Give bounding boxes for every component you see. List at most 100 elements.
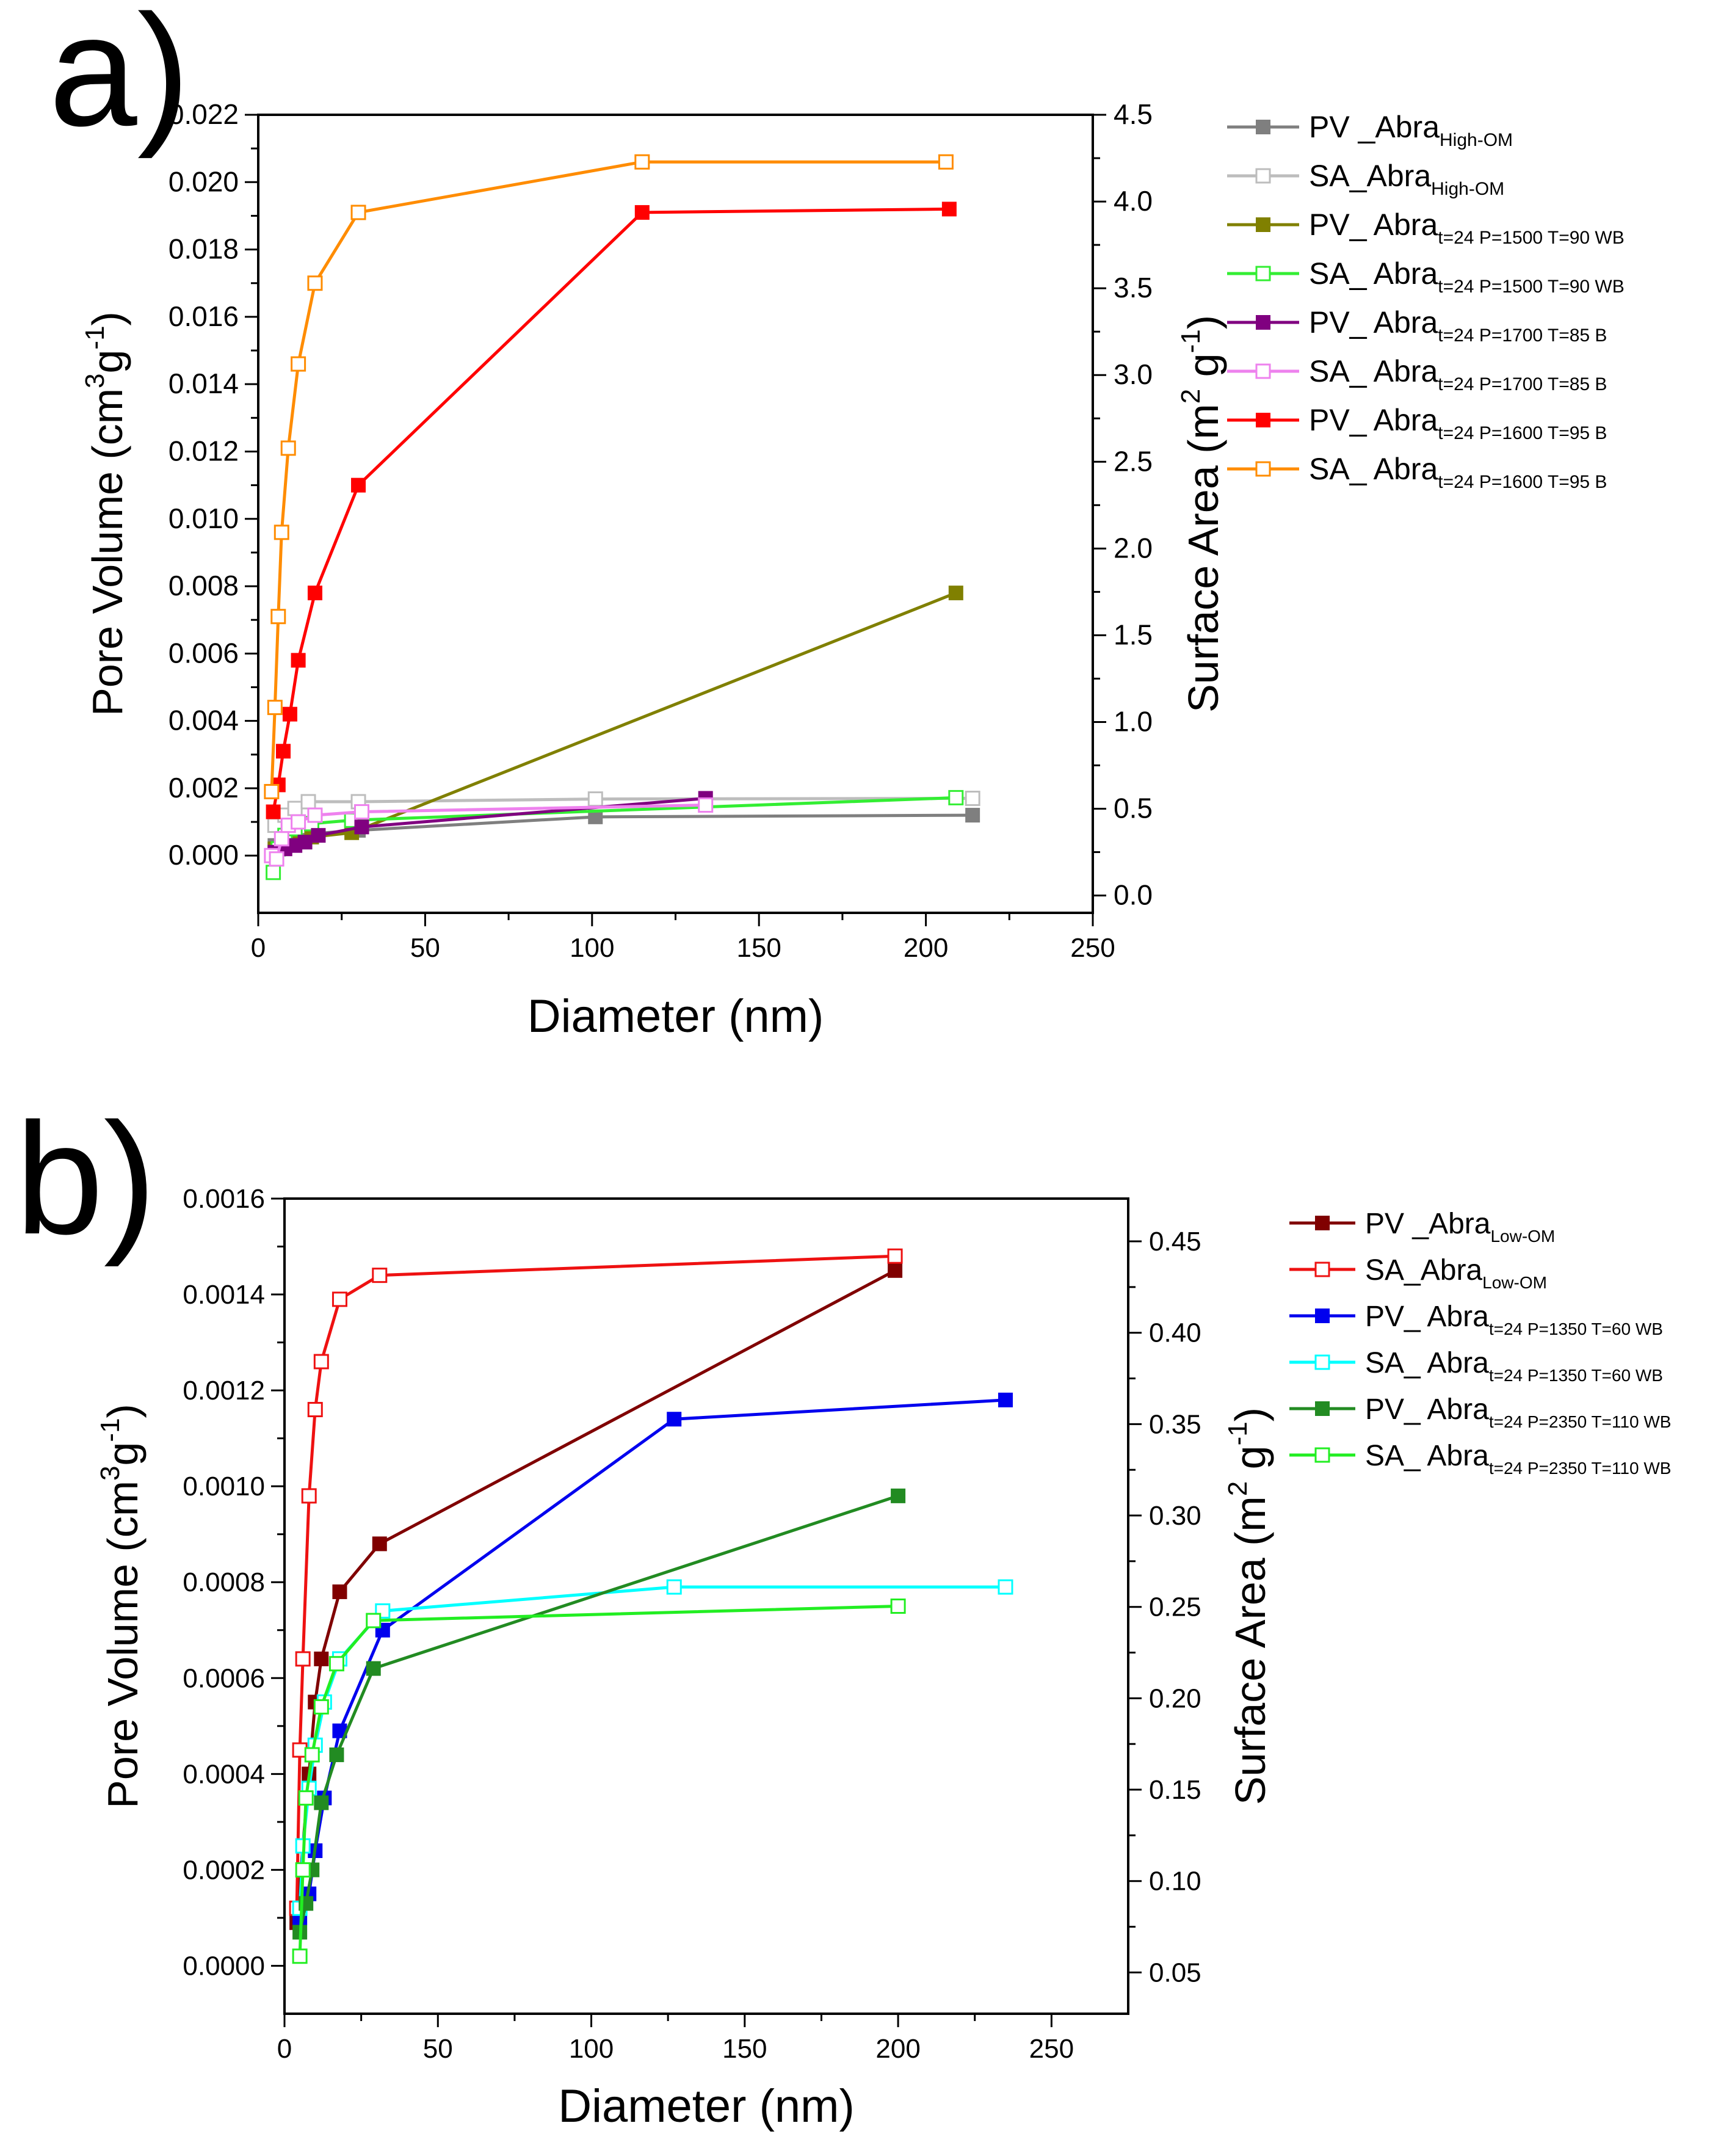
y-left-tick-label: 0.022 xyxy=(168,98,239,130)
y-axis-right-label: Surface Area (m2 g-1) xyxy=(1176,315,1227,713)
data-point xyxy=(266,865,281,880)
legend-item: SA_ Abrat=24 P=1600 T=95 B xyxy=(1227,452,1607,492)
y-left-tick-label: 0.0012 xyxy=(183,1376,265,1406)
data-point xyxy=(634,205,650,220)
data-point xyxy=(941,201,957,217)
legend-marker xyxy=(1256,120,1270,134)
y-left-tick-label: 0.014 xyxy=(168,368,239,399)
y-left-tick-label: 0.010 xyxy=(168,503,239,534)
legend-item: SA_ Abrat=24 P=1500 T=90 WB xyxy=(1227,256,1625,297)
data-point xyxy=(965,790,980,806)
panel-letter: a) xyxy=(49,0,190,160)
legend-item: SA_ Abrat=24 P=2350 T=110 WB xyxy=(1289,1440,1671,1478)
y-right-tick-label: 3.0 xyxy=(1114,358,1153,390)
y-right-tick-label: 1.0 xyxy=(1114,705,1153,737)
y-right-tick-label: 0.40 xyxy=(1149,1318,1201,1348)
legend-item: PV _AbraLow-OM xyxy=(1289,1208,1555,1246)
data-point xyxy=(307,807,323,823)
data-point xyxy=(887,1248,903,1264)
legend-label: SA_ Abrat=24 P=1350 T=60 WB xyxy=(1365,1347,1663,1385)
data-point xyxy=(366,1613,382,1628)
y-left-tick-label: 0.0002 xyxy=(183,1855,265,1885)
data-point xyxy=(332,1291,347,1307)
y-right-tick-label: 3.5 xyxy=(1114,272,1153,303)
x-tick-label: 0 xyxy=(251,933,266,963)
data-point xyxy=(266,804,281,819)
legend-label: SA_AbraLow-OM xyxy=(1365,1254,1547,1292)
y-axis-right-label: Surface Area (m2 g-1) xyxy=(1223,1407,1274,1805)
legend-item: SA_ Abrat=24 P=1350 T=60 WB xyxy=(1289,1347,1663,1385)
y-left-tick-label: 0.012 xyxy=(168,435,239,466)
y-right-tick-label: 2.0 xyxy=(1114,532,1153,564)
data-point xyxy=(276,744,291,759)
data-point xyxy=(298,1790,314,1806)
data-point xyxy=(890,1599,906,1614)
x-tick-label: 150 xyxy=(722,2034,767,2064)
data-point xyxy=(587,791,603,807)
data-point xyxy=(891,1488,906,1503)
y-right-tick-label: 4.0 xyxy=(1114,185,1153,217)
data-point xyxy=(307,275,323,291)
legend-label: SA_AbraHigh-OM xyxy=(1309,159,1504,199)
data-point xyxy=(311,828,326,843)
series-line xyxy=(298,1585,1005,1909)
legend: PV _AbraHigh-OM SA_AbraHigh-OM PV_ Abrat=2… xyxy=(1227,110,1625,492)
data-point xyxy=(297,835,313,850)
data-point xyxy=(998,1579,1013,1595)
legend-marker xyxy=(1315,1216,1330,1230)
y-right-tick-label: 0.25 xyxy=(1149,1592,1201,1622)
data-point xyxy=(667,1412,682,1427)
data-point xyxy=(329,1747,344,1762)
data-point xyxy=(666,1579,682,1595)
series-6 xyxy=(266,201,957,819)
legend-marker xyxy=(1314,1261,1330,1277)
y-right-tick-label: 0.0 xyxy=(1114,879,1153,911)
series-5 xyxy=(264,797,714,867)
legend-marker xyxy=(1256,413,1270,427)
data-point xyxy=(328,1656,344,1672)
data-point xyxy=(354,804,370,820)
series-5 xyxy=(292,1599,906,1964)
legend-label: SA_ Abrat=24 P=2350 T=110 WB xyxy=(1365,1440,1671,1478)
series-line xyxy=(298,1605,899,1956)
series-line xyxy=(272,796,956,873)
legend-item: PV _AbraHigh-OM xyxy=(1227,110,1513,150)
y-axis-left-label: Pore Volume (cm3g-1) xyxy=(80,311,131,716)
legend-label: SA_ Abrat=24 P=1700 T=85 B xyxy=(1309,354,1607,394)
legend-item: SA_AbraLow-OM xyxy=(1289,1254,1547,1292)
data-point xyxy=(332,1584,347,1599)
legend-label: SA_ Abrat=24 P=1600 T=95 B xyxy=(1309,452,1607,492)
legend-marker xyxy=(1255,266,1271,281)
series-line xyxy=(272,207,949,813)
legend-marker xyxy=(1315,1308,1330,1323)
legend-label: PV_ Abrat=24 P=1350 T=60 WB xyxy=(1365,1301,1663,1338)
panel-letter: b) xyxy=(15,1091,156,1268)
data-point xyxy=(300,794,316,810)
series-line xyxy=(298,1494,899,1933)
x-axis-label: Diameter (nm) xyxy=(558,2080,855,2132)
legend-label: PV _AbraHigh-OM xyxy=(1309,110,1513,150)
x-tick-label: 250 xyxy=(1029,2034,1074,2064)
legend-marker xyxy=(1314,1354,1330,1370)
legend-item: SA_AbraHigh-OM xyxy=(1227,159,1504,199)
data-point xyxy=(292,1948,308,1964)
data-point xyxy=(372,1536,387,1552)
data-point xyxy=(291,356,306,372)
y-left-tick-label: 0.020 xyxy=(168,165,239,197)
data-point xyxy=(295,1862,311,1878)
y-left-tick-label: 0.004 xyxy=(168,705,239,736)
data-point xyxy=(274,831,289,847)
x-tick-label: 100 xyxy=(570,933,614,963)
chart-panel-b: b) 0 50 100 150 200 250 0.0000 0.0002 0.0004 0.000… xyxy=(15,1091,1671,2132)
data-point xyxy=(634,154,650,170)
x-axis-label: Diameter (nm) xyxy=(527,990,824,1042)
y-left-tick-label: 0.018 xyxy=(168,233,239,265)
legend-label: PV _AbraLow-OM xyxy=(1365,1208,1555,1246)
data-point xyxy=(274,524,289,540)
y-left-tick-label: 0.0004 xyxy=(183,1759,265,1789)
y-right-tick-label: 2.5 xyxy=(1114,445,1153,477)
legend-label: PV_ Abrat=24 P=2350 T=110 WB xyxy=(1365,1393,1671,1431)
y-left-tick-label: 0.016 xyxy=(168,300,239,332)
legend-item: PV_ Abrat=24 P=1350 T=60 WB xyxy=(1289,1301,1663,1338)
